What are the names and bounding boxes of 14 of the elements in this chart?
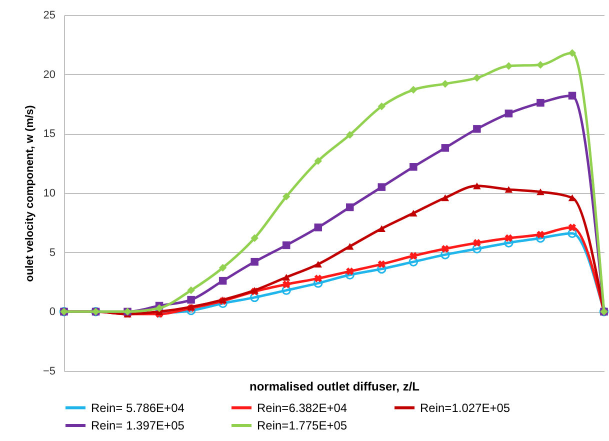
y-tick-label: −5 xyxy=(42,366,56,378)
y-tick-label: 20 xyxy=(43,68,56,81)
legend-label: Rein= 5.786E+04 xyxy=(91,400,185,415)
legend-label: Rein=1.027E+05 xyxy=(420,400,510,415)
y-tick-label: 10 xyxy=(43,188,56,200)
y-tick-label: 25 xyxy=(43,10,56,22)
legend-label: Rein=1.775E+05 xyxy=(257,418,348,432)
y-tick-label: 15 xyxy=(43,128,56,140)
y-tick-label: 0 xyxy=(49,306,56,318)
legend-label: Rein= 1.397E+05 xyxy=(91,418,185,432)
y-axis-title: oulet velocity component, w (m/s) xyxy=(24,104,36,282)
legend-label: Rein=6.382E+04 xyxy=(257,400,348,415)
x-axis-title: normalised outlet diffuser, z/L xyxy=(249,380,420,394)
y-tick-label: 5 xyxy=(49,246,56,259)
